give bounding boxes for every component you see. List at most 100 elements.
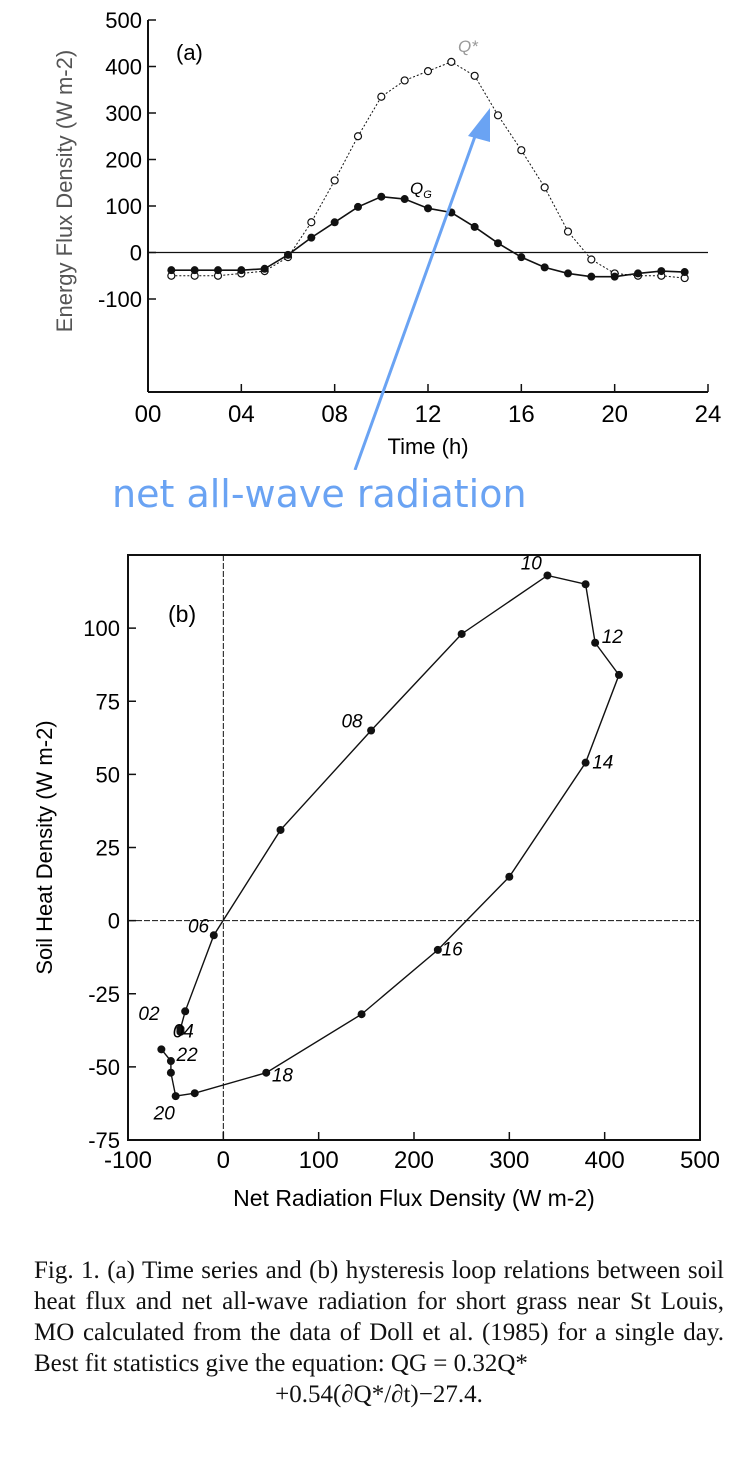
data-point-qg	[634, 269, 642, 278]
hysteresis-loop	[160, 574, 620, 1097]
hour-label: 08	[341, 712, 363, 733]
hour-label: 22	[176, 1045, 199, 1066]
data-point	[262, 1068, 271, 1077]
x-tick-label: 24	[695, 401, 722, 428]
x-tick-label: 04	[228, 401, 255, 428]
hour-label: 18	[272, 1066, 294, 1087]
data-point-qg	[564, 269, 572, 278]
data-point	[209, 931, 218, 940]
data-point	[591, 638, 600, 647]
data-point-qstar	[377, 92, 386, 101]
data-point-qg	[424, 204, 432, 213]
series-label-qg: QG	[410, 179, 432, 201]
data-point-qg	[377, 192, 386, 201]
figure-caption: Fig. 1. (a) Time series and (b) hysteres…	[34, 1255, 724, 1410]
data-point	[614, 670, 623, 679]
x-tick-label: 00	[135, 401, 162, 428]
y-axis-label: Energy Flux Density (W m-2)	[52, 50, 77, 332]
hour-label: 04	[173, 1022, 194, 1043]
data-point	[176, 1024, 185, 1033]
data-point	[357, 1010, 366, 1019]
caption-equation: +0.54(∂Q*/∂t)−27.4.	[275, 1381, 483, 1408]
annotation-arrow-shaft	[353, 127, 480, 470]
data-point-qg	[330, 218, 339, 227]
data-point	[166, 1068, 175, 1077]
data-point-qg	[494, 239, 502, 248]
series-line-qstar	[171, 61, 685, 279]
x-axis-label: Time (h)	[387, 434, 468, 459]
annotation-arrowhead	[468, 108, 490, 142]
y-tick-label: 100	[83, 616, 120, 641]
data-point-qstar	[587, 255, 596, 264]
y-axis-label: Soil Heat Density (W m-2)	[32, 720, 57, 974]
panel-label-a: (a)	[176, 40, 203, 65]
hour-label: 06	[188, 916, 210, 937]
data-point	[276, 825, 285, 834]
hour-label: 20	[153, 1104, 176, 1125]
series-label-qstar: Q*	[458, 37, 479, 56]
data-point-qg	[190, 266, 199, 275]
y-tick-label: 25	[96, 836, 120, 861]
data-point-qg	[400, 195, 409, 204]
x-tick-label: 100	[299, 1147, 339, 1174]
data-point-qstar	[563, 227, 573, 236]
y-tick-label: 100	[105, 194, 142, 219]
data-point-qg	[587, 272, 596, 281]
data-point-qg	[470, 222, 479, 231]
y-tick-label: 400	[105, 55, 142, 80]
chart-b: 100 75 50 25 0 -25 -50 -75-100 0 100 200 300 400 500 N…	[32, 554, 720, 1211]
data-point-qg	[284, 250, 292, 259]
data-point	[166, 1057, 175, 1066]
data-point-qg	[307, 233, 316, 242]
data-point-qstar	[307, 218, 316, 227]
data-point-qg	[517, 253, 526, 262]
x-tick-label: 400	[585, 1147, 625, 1174]
x-tick-label: 300	[489, 1147, 529, 1174]
hour-label: 12	[602, 627, 624, 648]
hour-label: 02	[138, 1004, 160, 1025]
panel-label-b: (b)	[168, 601, 196, 627]
annotation-net-all-wave-radiation: net all-wave radiation	[112, 472, 527, 516]
y-tick-label: 50	[96, 762, 120, 787]
y-tick-label: 0	[108, 909, 120, 934]
data-point-qg	[214, 266, 222, 275]
y-tick-label: 300	[105, 101, 142, 126]
data-point-qg	[540, 263, 549, 272]
x-tick-label: 08	[321, 401, 348, 428]
data-point-qg	[680, 268, 689, 277]
data-point	[181, 1007, 190, 1016]
data-point	[581, 758, 590, 767]
data-point-qg	[167, 266, 176, 275]
y-tick-label: -25	[88, 982, 120, 1007]
x-tick-label: 20	[601, 401, 628, 428]
data-point-qstar	[540, 183, 549, 192]
data-point	[171, 1092, 180, 1101]
data-point-qg	[237, 266, 246, 275]
data-point-qg	[657, 267, 666, 276]
data-point	[157, 1045, 166, 1054]
x-tick-label: 0	[217, 1147, 230, 1174]
y-tick-label: 200	[105, 148, 142, 173]
y-tick-label: -100	[98, 287, 142, 312]
series-label-qg-subscript: G	[423, 189, 432, 201]
x-tick-label: 16	[508, 401, 535, 428]
y-tick-label: -50	[88, 1055, 120, 1080]
data-point	[581, 580, 590, 589]
data-point	[190, 1089, 199, 1098]
data-point	[457, 629, 466, 638]
data-point-qstar	[470, 71, 479, 80]
data-point-qstar	[423, 67, 433, 76]
data-point-qg	[354, 202, 362, 211]
caption-body: Fig. 1. (a) Time series and (b) hysteres…	[34, 1257, 724, 1377]
data-point-qstar	[517, 146, 526, 155]
data-point	[543, 571, 552, 580]
y-tick-label: -75	[88, 1128, 120, 1153]
data-point-qstar	[447, 57, 456, 66]
data-point	[433, 945, 442, 954]
x-tick-label: 200	[394, 1147, 434, 1174]
x-axis-label: Net Radiation Flux Density (W m-2)	[233, 1185, 595, 1211]
data-point-qstar	[330, 176, 339, 185]
data-point-qstar	[400, 76, 409, 85]
y-tick-label: 75	[96, 689, 120, 714]
hour-label: 14	[592, 753, 613, 774]
